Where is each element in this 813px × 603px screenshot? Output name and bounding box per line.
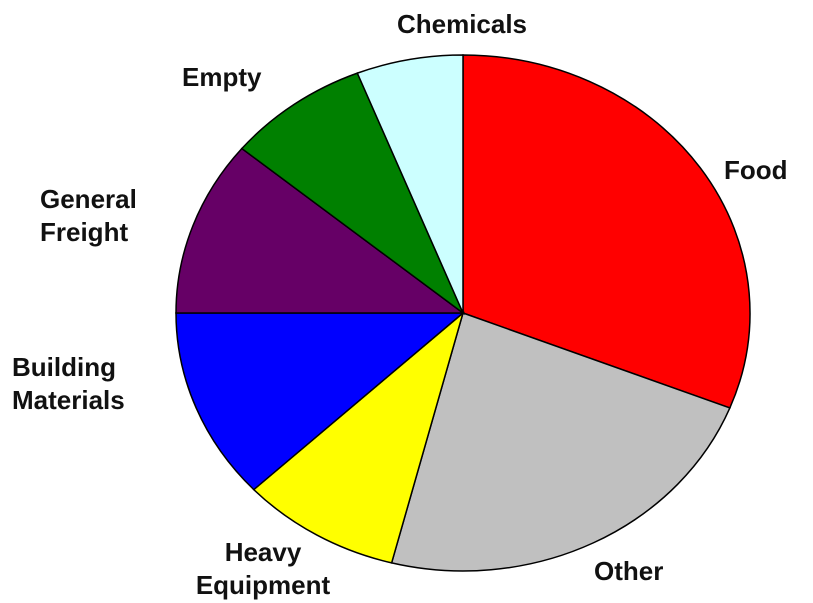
- pie-slice: [390, 312, 731, 572]
- pie-slice: [240, 72, 465, 316]
- pie-slice: [175, 147, 466, 314]
- slice-label: Building Materials: [12, 352, 125, 415]
- slice-label: General Freight: [40, 184, 137, 247]
- slice-label: Heavy Equipment: [195, 537, 331, 600]
- pie-slice: [252, 310, 465, 564]
- slice-label: Chemicals: [396, 9, 528, 39]
- pie-slice: [356, 54, 464, 314]
- pie-slice: [175, 312, 466, 491]
- slice-label: Other: [594, 556, 664, 586]
- slice-label: Food: [724, 155, 788, 185]
- slice-label: Empty: [182, 62, 262, 92]
- pie-slice: [462, 54, 751, 409]
